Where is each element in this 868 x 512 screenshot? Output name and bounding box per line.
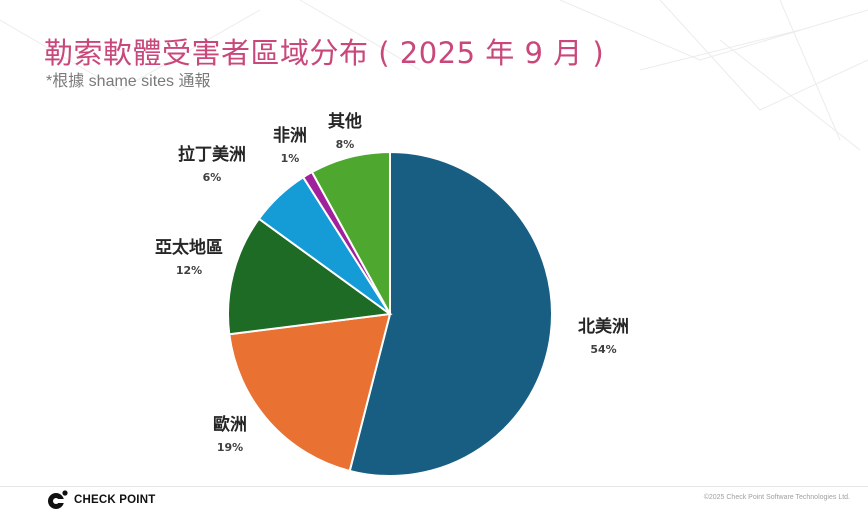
slide-title: 勒索軟體受害者區域分布 ( 2025 年 9 月 ) bbox=[44, 36, 605, 70]
label-africa: 非洲 1% bbox=[273, 126, 307, 165]
pie-slice-north-america bbox=[348, 150, 553, 477]
label-latin-america: 拉丁美洲 6% bbox=[178, 145, 246, 184]
check-point-logo-icon bbox=[48, 490, 68, 509]
pie-slice-apac bbox=[227, 217, 393, 336]
footer-divider bbox=[0, 486, 868, 487]
label-europe: 歐洲 19% bbox=[213, 415, 247, 454]
check-point-logo: CHECK POINT bbox=[47, 490, 155, 510]
label-north-america: 北美洲 54% bbox=[578, 317, 629, 356]
pie-slice-europe bbox=[228, 312, 392, 473]
logo-text: CHECK POINT bbox=[74, 494, 156, 506]
copyright-text: ©2025 Check Point Software Technologies … bbox=[703, 494, 850, 501]
label-apac: 亞太地區 12% bbox=[155, 238, 223, 277]
label-other: 其他 8% bbox=[328, 112, 362, 151]
slide-subtitle: *根據 shame sites 通報 bbox=[46, 73, 211, 90]
pie-slice-other bbox=[310, 150, 391, 315]
